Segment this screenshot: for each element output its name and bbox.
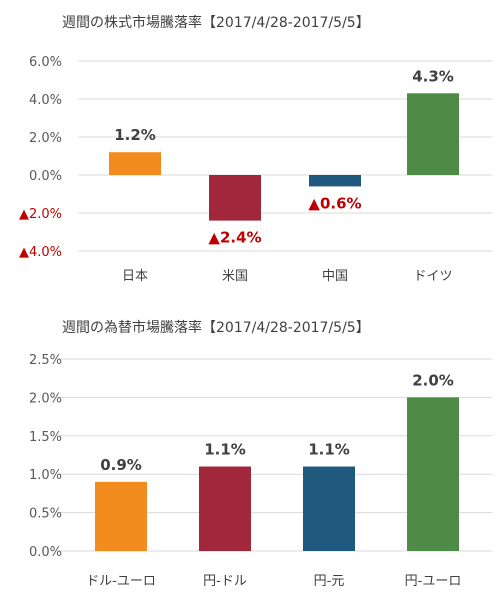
fx-bar-3	[407, 397, 459, 551]
chart-title-stock: 週間の株式市場騰落率【2017/4/28-2017/5/5】	[62, 15, 370, 31]
fx-ytick-label: 0.5%	[29, 507, 62, 522]
stock-category-label-3: ドイツ	[413, 269, 452, 284]
fx-ytick-label: 2.0%	[29, 391, 62, 406]
stock-data-label-3: 4.3%	[412, 67, 454, 85]
stock-data-label-2: ▲0.6%	[308, 194, 361, 212]
fx-bar-0	[95, 481, 147, 551]
fx-category-label-2: 円-元	[314, 574, 345, 589]
stock-ytick-label: 4.0%	[29, 93, 62, 108]
chart-title-fx: 週間の為替市場騰落率【2017/4/28-2017/5/5】	[62, 320, 370, 336]
fx-data-label-2: 1.1%	[308, 441, 350, 459]
stock-bar-0	[109, 152, 161, 175]
stock-data-label-0: 1.2%	[114, 126, 156, 144]
fx-bar-1	[199, 466, 251, 551]
stock-ytick-label: 2.0%	[29, 131, 62, 146]
fx-category-label-3: 円-ユーロ	[405, 574, 462, 589]
fx-ytick-label: 0.0%	[29, 545, 62, 560]
fx-ytick-label: 1.0%	[29, 468, 62, 483]
stock-category-label-0: 日本	[122, 269, 148, 284]
fx-category-label-1: 円-ドル	[203, 574, 247, 589]
stock-bar-1	[209, 175, 261, 221]
fx-ytick-label: 1.5%	[29, 430, 62, 445]
stock-category-label-1: 米国	[222, 269, 248, 284]
fx-bar-2	[303, 466, 355, 551]
fx-data-label-0: 0.9%	[100, 456, 142, 474]
stock-category-label-2: 中国	[322, 269, 348, 284]
stock-ytick-label: ▲2.0%	[19, 207, 62, 222]
stock-bar-3	[407, 93, 459, 175]
fx-data-label-1: 1.1%	[204, 441, 246, 459]
stock-ytick-label: 6.0%	[29, 55, 62, 70]
fx-category-label-0: ドル-ユーロ	[86, 574, 156, 589]
stock-ytick-label: ▲4.0%	[19, 245, 62, 260]
stock-ytick-label: 0.0%	[29, 169, 62, 184]
stock-bar-2	[309, 175, 361, 187]
fx-ytick-label: 2.5%	[29, 353, 62, 368]
stock-data-label-1: ▲2.4%	[208, 229, 261, 247]
fx-data-label-3: 2.0%	[412, 371, 454, 389]
